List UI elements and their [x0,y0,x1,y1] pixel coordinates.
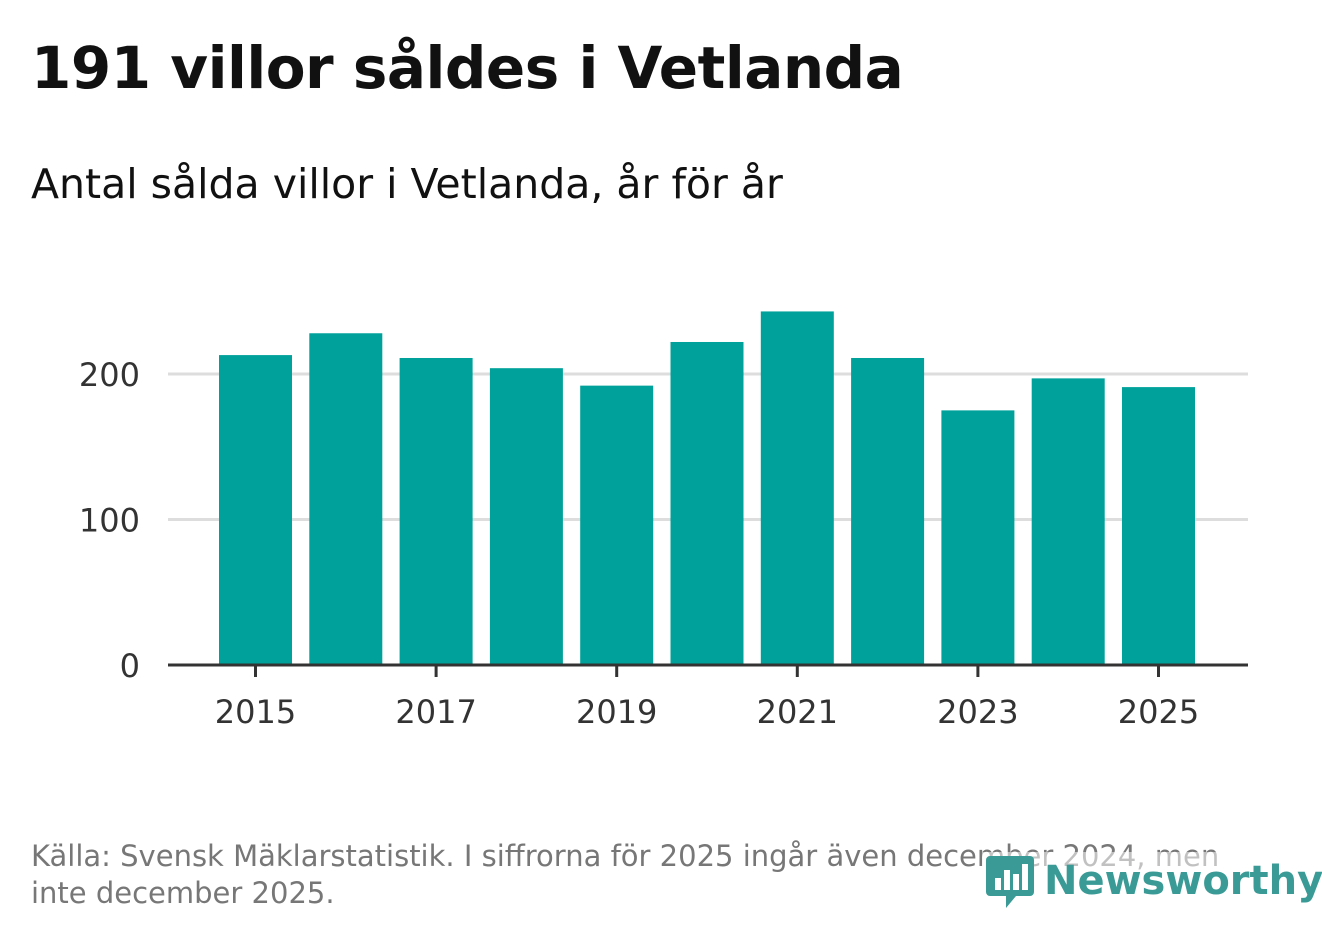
bar-chart-speech-bubble-icon [986,856,1034,908]
y-axis-ticks: 0 100 200 [79,356,140,685]
chart-subtitle: Antal sålda villor i Vetlanda, år för år [31,160,783,208]
x-tick-label-2019: 2019 [576,693,657,731]
y-tick-label-200: 200 [79,356,140,394]
bar-2018 [489,368,563,665]
x-tick-label-2023: 2023 [937,693,1018,731]
bar-2017 [399,357,473,665]
bar-2019 [580,385,654,665]
bar-2020 [670,341,744,665]
y-tick-label-0: 0 [120,647,140,685]
x-axis-ticks: 2015 2017 2019 2021 2023 2025 [215,665,1199,731]
newsworthy-logo: Newsworthy [982,852,1322,910]
bar-series [219,311,1195,665]
bar-2024 [1031,378,1105,665]
chart-title: 191 villor såldes i Vetlanda [31,34,904,102]
x-tick-label-2015: 2015 [215,693,296,731]
bar-2025 [1122,387,1195,665]
x-tick-label-2021: 2021 [757,693,838,731]
bar-chart: 0 100 200 2015 2017 2019 2021 2023 2025 [79,311,1248,731]
logo-text: Newsworthy [1044,858,1322,904]
bar-2021 [760,311,834,665]
y-tick-label-100: 100 [79,502,140,540]
bar-2023 [941,410,1015,665]
bar-2015 [219,355,292,665]
x-tick-label-2025: 2025 [1118,693,1199,731]
bar-2022 [851,357,925,665]
x-tick-label-2017: 2017 [395,693,476,731]
bar-2016 [309,333,383,665]
